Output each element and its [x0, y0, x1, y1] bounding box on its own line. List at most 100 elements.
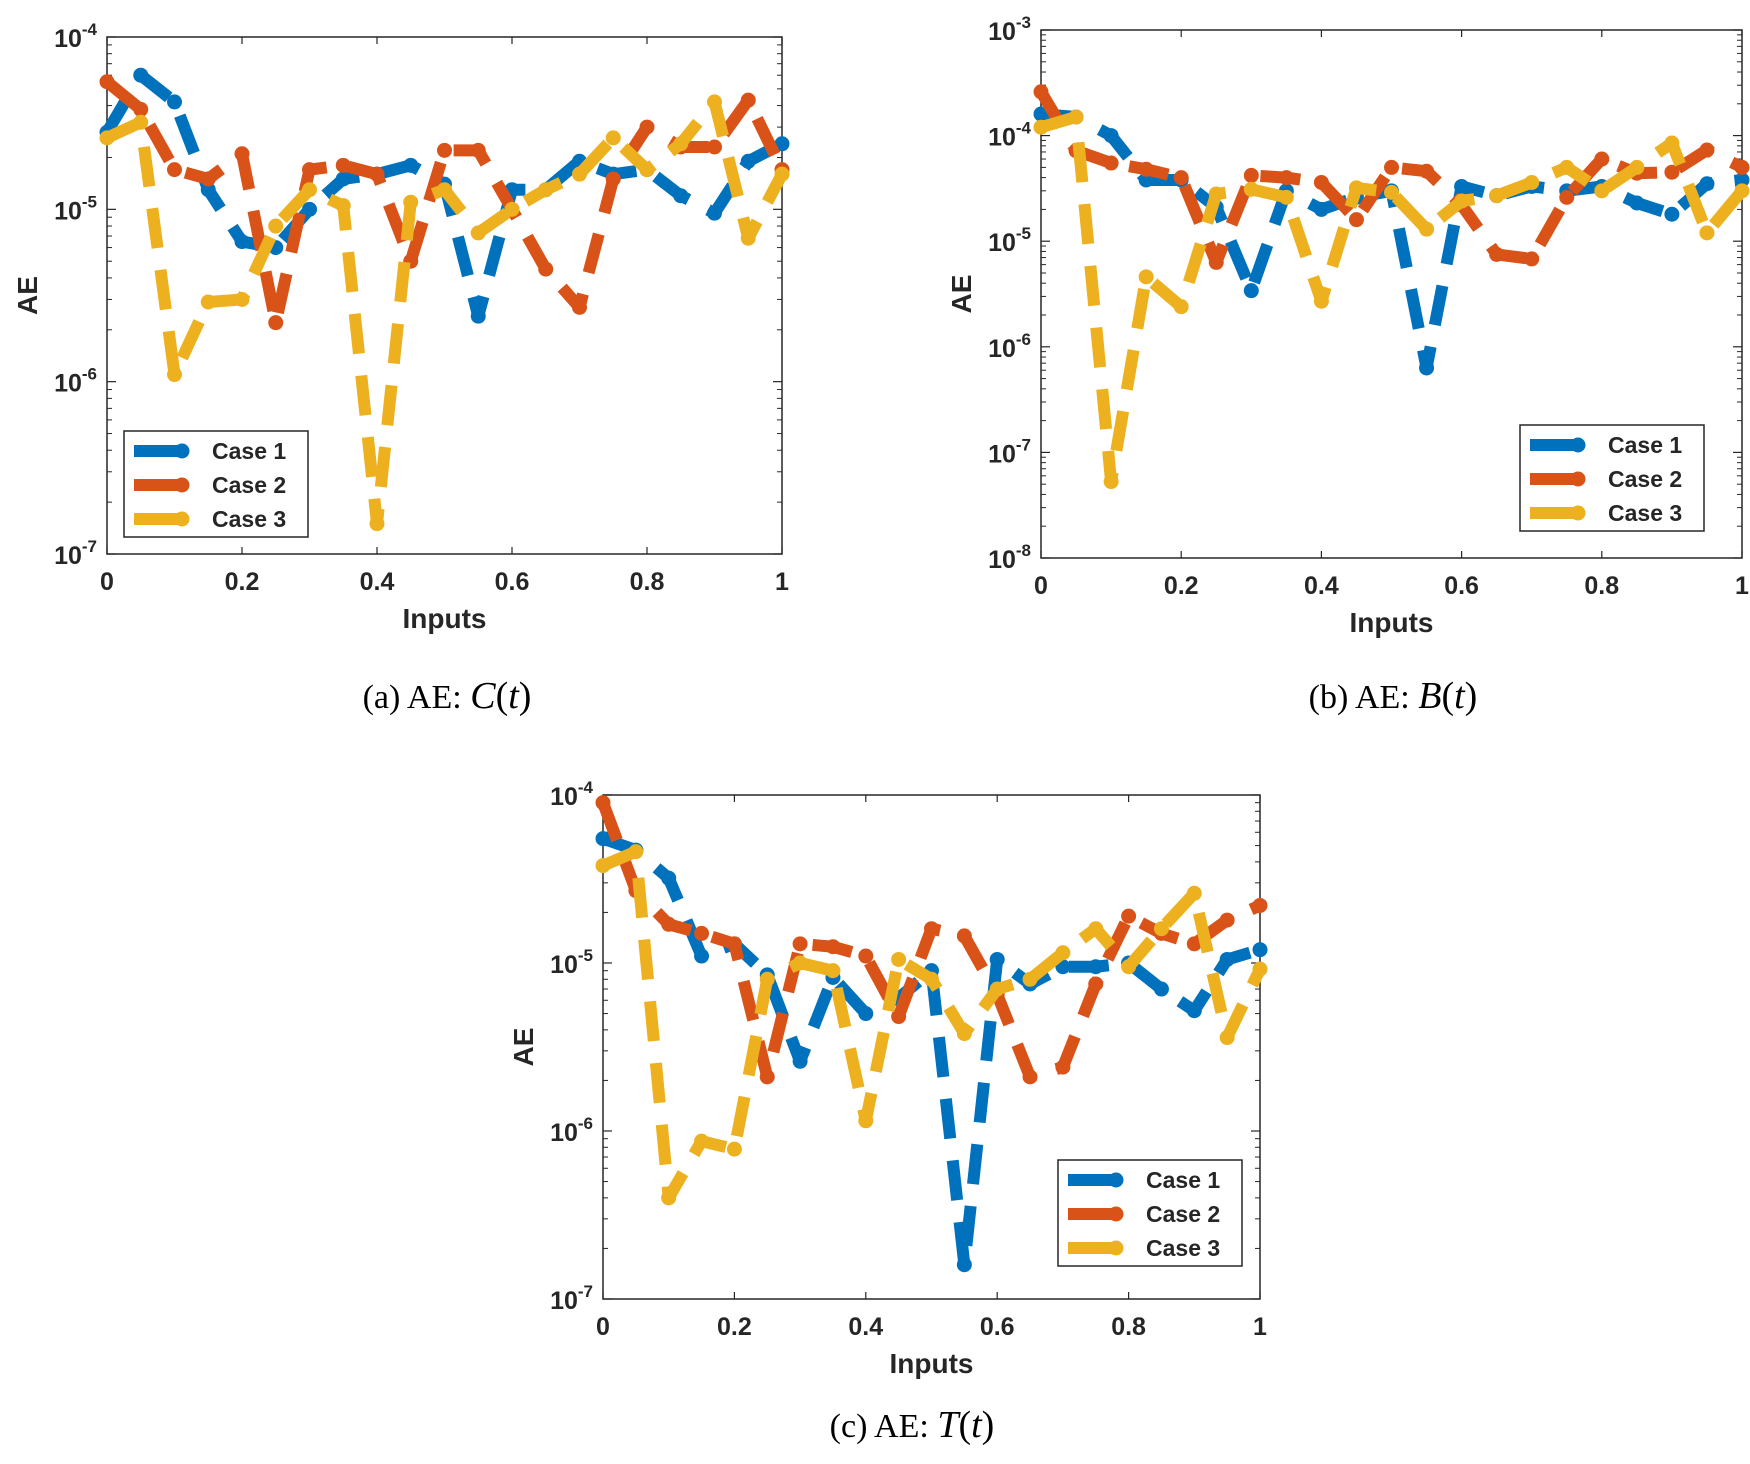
data-point-case-3 [302, 182, 317, 198]
data-point-case-3 [639, 162, 655, 178]
data-point-case-2 [335, 157, 351, 173]
data-point-case-3 [470, 225, 486, 241]
x-tick-label: 0.8 [1584, 572, 1619, 600]
y-tick-label: 10-7 [988, 435, 1031, 468]
legend-label-case-1: Case 1 [1146, 1167, 1220, 1193]
data-point-case-3 [1664, 135, 1680, 151]
data-point-case-3 [989, 981, 1005, 997]
data-point-case-1 [1734, 172, 1750, 188]
data-point-case-3 [1454, 193, 1470, 209]
data-point-case-3 [268, 218, 284, 234]
caption-b: (b) AE: B(t) [1309, 675, 1478, 717]
data-point-case-2 [1699, 142, 1715, 158]
data-point-case-3 [740, 230, 756, 246]
data-point-case-1 [1313, 201, 1329, 217]
data-point-case-3 [694, 1133, 710, 1149]
data-point-case-2 [661, 916, 677, 932]
data-point-case-3 [504, 201, 520, 217]
data-point-case-3 [707, 94, 722, 110]
data-point-case-2 [1022, 1069, 1038, 1085]
data-point-case-3 [1384, 184, 1399, 200]
x-tick-label: 0 [596, 1313, 610, 1341]
data-point-case-1 [1186, 1003, 1202, 1019]
data-point-case-2 [639, 119, 655, 135]
data-point-case-3 [1313, 293, 1329, 309]
data-point-case-1 [774, 136, 790, 152]
data-point-case-1 [595, 831, 611, 847]
x-tick-label: 0.8 [630, 568, 665, 596]
data-point-case-3 [1252, 961, 1268, 977]
data-point-case-3 [1243, 181, 1259, 197]
legend-marker-case-2 [1570, 471, 1586, 487]
data-point-case-2 [268, 315, 284, 331]
data-point-case-1 [956, 1257, 972, 1273]
x-tick-label: 1 [1735, 572, 1749, 600]
data-point-case-1 [1088, 959, 1104, 975]
x-tick-label: 0.4 [1304, 572, 1339, 600]
data-point-case-3 [403, 194, 419, 210]
data-point-case-3 [1068, 109, 1084, 125]
data-point-case-3 [1629, 159, 1645, 175]
y-tick-label: 10-6 [54, 365, 97, 398]
data-point-case-2 [1055, 1059, 1071, 1075]
data-point-case-1 [234, 234, 250, 250]
legend: Case 1 Case 2 Case 3 [1519, 424, 1705, 532]
data-point-case-3 [774, 166, 790, 182]
x-tick-label: 0.8 [1111, 1313, 1146, 1341]
data-point-case-3 [1138, 269, 1154, 285]
data-point-case-1 [335, 171, 351, 187]
y-tick-label: 10-5 [988, 224, 1031, 257]
data-point-case-1 [1243, 283, 1259, 299]
data-point-case-2 [200, 171, 216, 187]
data-point-case-3 [133, 114, 149, 130]
data-point-case-1 [661, 870, 677, 886]
data-point-case-2 [1121, 908, 1137, 924]
data-point-case-1 [989, 951, 1005, 967]
x-axis-label: Inputs [403, 603, 487, 634]
legend-label-case-3: Case 3 [1146, 1235, 1220, 1261]
y-axis-label: AE [12, 276, 43, 315]
legend-marker-case-2 [174, 477, 190, 493]
data-point-case-3 [437, 182, 452, 198]
x-tick-label: 1 [775, 568, 789, 596]
data-point-case-2 [1278, 170, 1294, 186]
x-tick-label: 0.6 [495, 568, 530, 596]
data-point-case-3 [538, 182, 554, 198]
data-point-case-2 [694, 925, 710, 941]
legend-label-case-3: Case 3 [212, 506, 286, 532]
data-point-case-2 [595, 795, 611, 811]
legend-label-case-2: Case 2 [212, 472, 286, 498]
x-tick-label: 0.2 [1164, 572, 1199, 600]
x-tick-label: 0 [1034, 572, 1048, 600]
data-point-case-3 [1088, 921, 1104, 937]
data-point-case-3 [595, 858, 611, 874]
data-point-case-2 [1252, 897, 1268, 913]
data-point-case-1 [403, 157, 419, 173]
y-tick-label: 10-5 [54, 192, 97, 225]
data-point-case-1 [167, 94, 182, 110]
data-point-case-2 [1103, 155, 1119, 171]
data-point-case-3 [572, 166, 587, 182]
data-point-case-3 [1699, 225, 1715, 241]
legend: Case 1 Case 2 Case 3 [123, 430, 309, 538]
data-point-case-3 [1734, 183, 1750, 199]
x-tick-label: 0.6 [980, 1313, 1015, 1341]
data-point-case-2 [302, 162, 317, 178]
y-tick-label: 10-6 [988, 330, 1031, 363]
data-point-case-2 [1313, 174, 1329, 190]
data-point-case-3 [605, 130, 621, 146]
legend-marker-case-1 [1108, 1172, 1124, 1188]
x-tick-label: 0.6 [1444, 572, 1479, 600]
data-point-case-2 [605, 171, 621, 187]
data-point-case-3 [1103, 474, 1119, 490]
caption-a: (a) AE: C(t) [363, 675, 532, 717]
legend-marker-case-3 [1108, 1240, 1124, 1256]
data-point-case-1 [1699, 176, 1715, 192]
data-point-case-2 [956, 928, 972, 944]
legend-label-case-1: Case 1 [1608, 432, 1682, 458]
chart-panel-c: 0 0.2 0.4 0.6 0.8 1 10-7 10-6 10-5 10-4 Inputs AE Ca… [508, 778, 1268, 1446]
data-point-case-2 [1559, 189, 1575, 205]
data-point-case-2 [726, 936, 742, 952]
caption-c: (c) AE: T(t) [830, 1404, 995, 1446]
data-point-case-2 [1088, 976, 1104, 992]
